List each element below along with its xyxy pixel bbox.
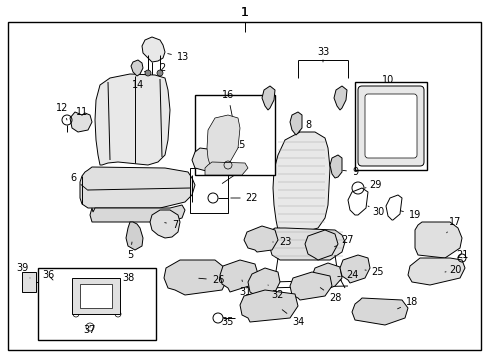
Text: 21: 21 (455, 250, 467, 260)
Polygon shape (247, 268, 280, 298)
Polygon shape (204, 162, 247, 175)
Polygon shape (192, 148, 220, 172)
Text: 1: 1 (241, 5, 248, 18)
Text: 25: 25 (364, 267, 384, 277)
Bar (80, 284, 112, 308)
Text: 39: 39 (16, 263, 30, 278)
Polygon shape (220, 260, 258, 292)
Polygon shape (150, 210, 180, 238)
Text: 20: 20 (444, 265, 460, 275)
Polygon shape (305, 230, 337, 260)
Polygon shape (244, 226, 278, 252)
Polygon shape (333, 86, 346, 110)
Text: 24: 24 (337, 270, 357, 280)
Text: 32: 32 (267, 285, 284, 300)
Text: 10: 10 (381, 75, 394, 90)
Polygon shape (142, 37, 164, 62)
Polygon shape (131, 60, 142, 76)
Polygon shape (126, 222, 142, 250)
FancyBboxPatch shape (357, 86, 423, 166)
Text: 30: 30 (367, 206, 384, 217)
Text: 11: 11 (76, 107, 88, 117)
Text: 34: 34 (282, 310, 304, 327)
Text: 1: 1 (241, 5, 248, 18)
Bar (72, 278, 120, 314)
Bar (195, 95, 274, 175)
Bar (190, 168, 227, 213)
Polygon shape (90, 205, 184, 222)
Polygon shape (289, 272, 331, 300)
Text: 23: 23 (272, 237, 290, 247)
Text: 9: 9 (342, 167, 357, 177)
Text: 31: 31 (238, 280, 251, 297)
Polygon shape (311, 263, 341, 290)
Text: 35: 35 (222, 317, 234, 327)
Text: 17: 17 (446, 217, 460, 233)
Circle shape (145, 70, 151, 76)
Text: 7: 7 (164, 220, 178, 230)
Text: 27: 27 (334, 235, 353, 247)
Text: 37: 37 (83, 325, 96, 335)
Text: 29: 29 (364, 180, 381, 190)
Polygon shape (414, 222, 461, 258)
Polygon shape (262, 86, 274, 110)
Polygon shape (163, 260, 227, 295)
Text: 36: 36 (42, 270, 54, 280)
Bar (354, 82, 426, 170)
Text: 19: 19 (400, 210, 420, 220)
Polygon shape (407, 258, 464, 285)
Text: 16: 16 (222, 90, 234, 127)
Text: 14: 14 (132, 72, 144, 90)
Text: 4: 4 (222, 165, 244, 184)
Text: 6: 6 (70, 173, 88, 190)
Polygon shape (351, 298, 407, 325)
Text: 33: 33 (316, 47, 328, 62)
Text: 26: 26 (198, 275, 224, 285)
Polygon shape (339, 255, 369, 283)
Text: 38: 38 (118, 273, 134, 290)
Text: 3: 3 (133, 63, 145, 73)
Text: 12: 12 (56, 103, 68, 120)
Text: 2: 2 (159, 63, 165, 73)
Text: 13: 13 (167, 52, 189, 62)
Polygon shape (272, 132, 329, 232)
Bar (22, 272, 36, 292)
Polygon shape (80, 167, 195, 208)
Text: 15: 15 (220, 140, 245, 157)
Polygon shape (206, 115, 240, 165)
Polygon shape (289, 112, 302, 135)
Text: 8: 8 (299, 120, 310, 131)
Bar (38, 268, 156, 340)
Polygon shape (240, 290, 297, 322)
Polygon shape (95, 74, 170, 165)
Text: 22: 22 (230, 193, 258, 203)
Polygon shape (70, 112, 92, 132)
Text: 28: 28 (320, 288, 341, 303)
Polygon shape (269, 228, 345, 260)
Text: 18: 18 (397, 297, 417, 309)
FancyBboxPatch shape (364, 94, 416, 158)
Polygon shape (329, 155, 341, 178)
Text: 5: 5 (126, 242, 133, 260)
Circle shape (157, 70, 163, 76)
